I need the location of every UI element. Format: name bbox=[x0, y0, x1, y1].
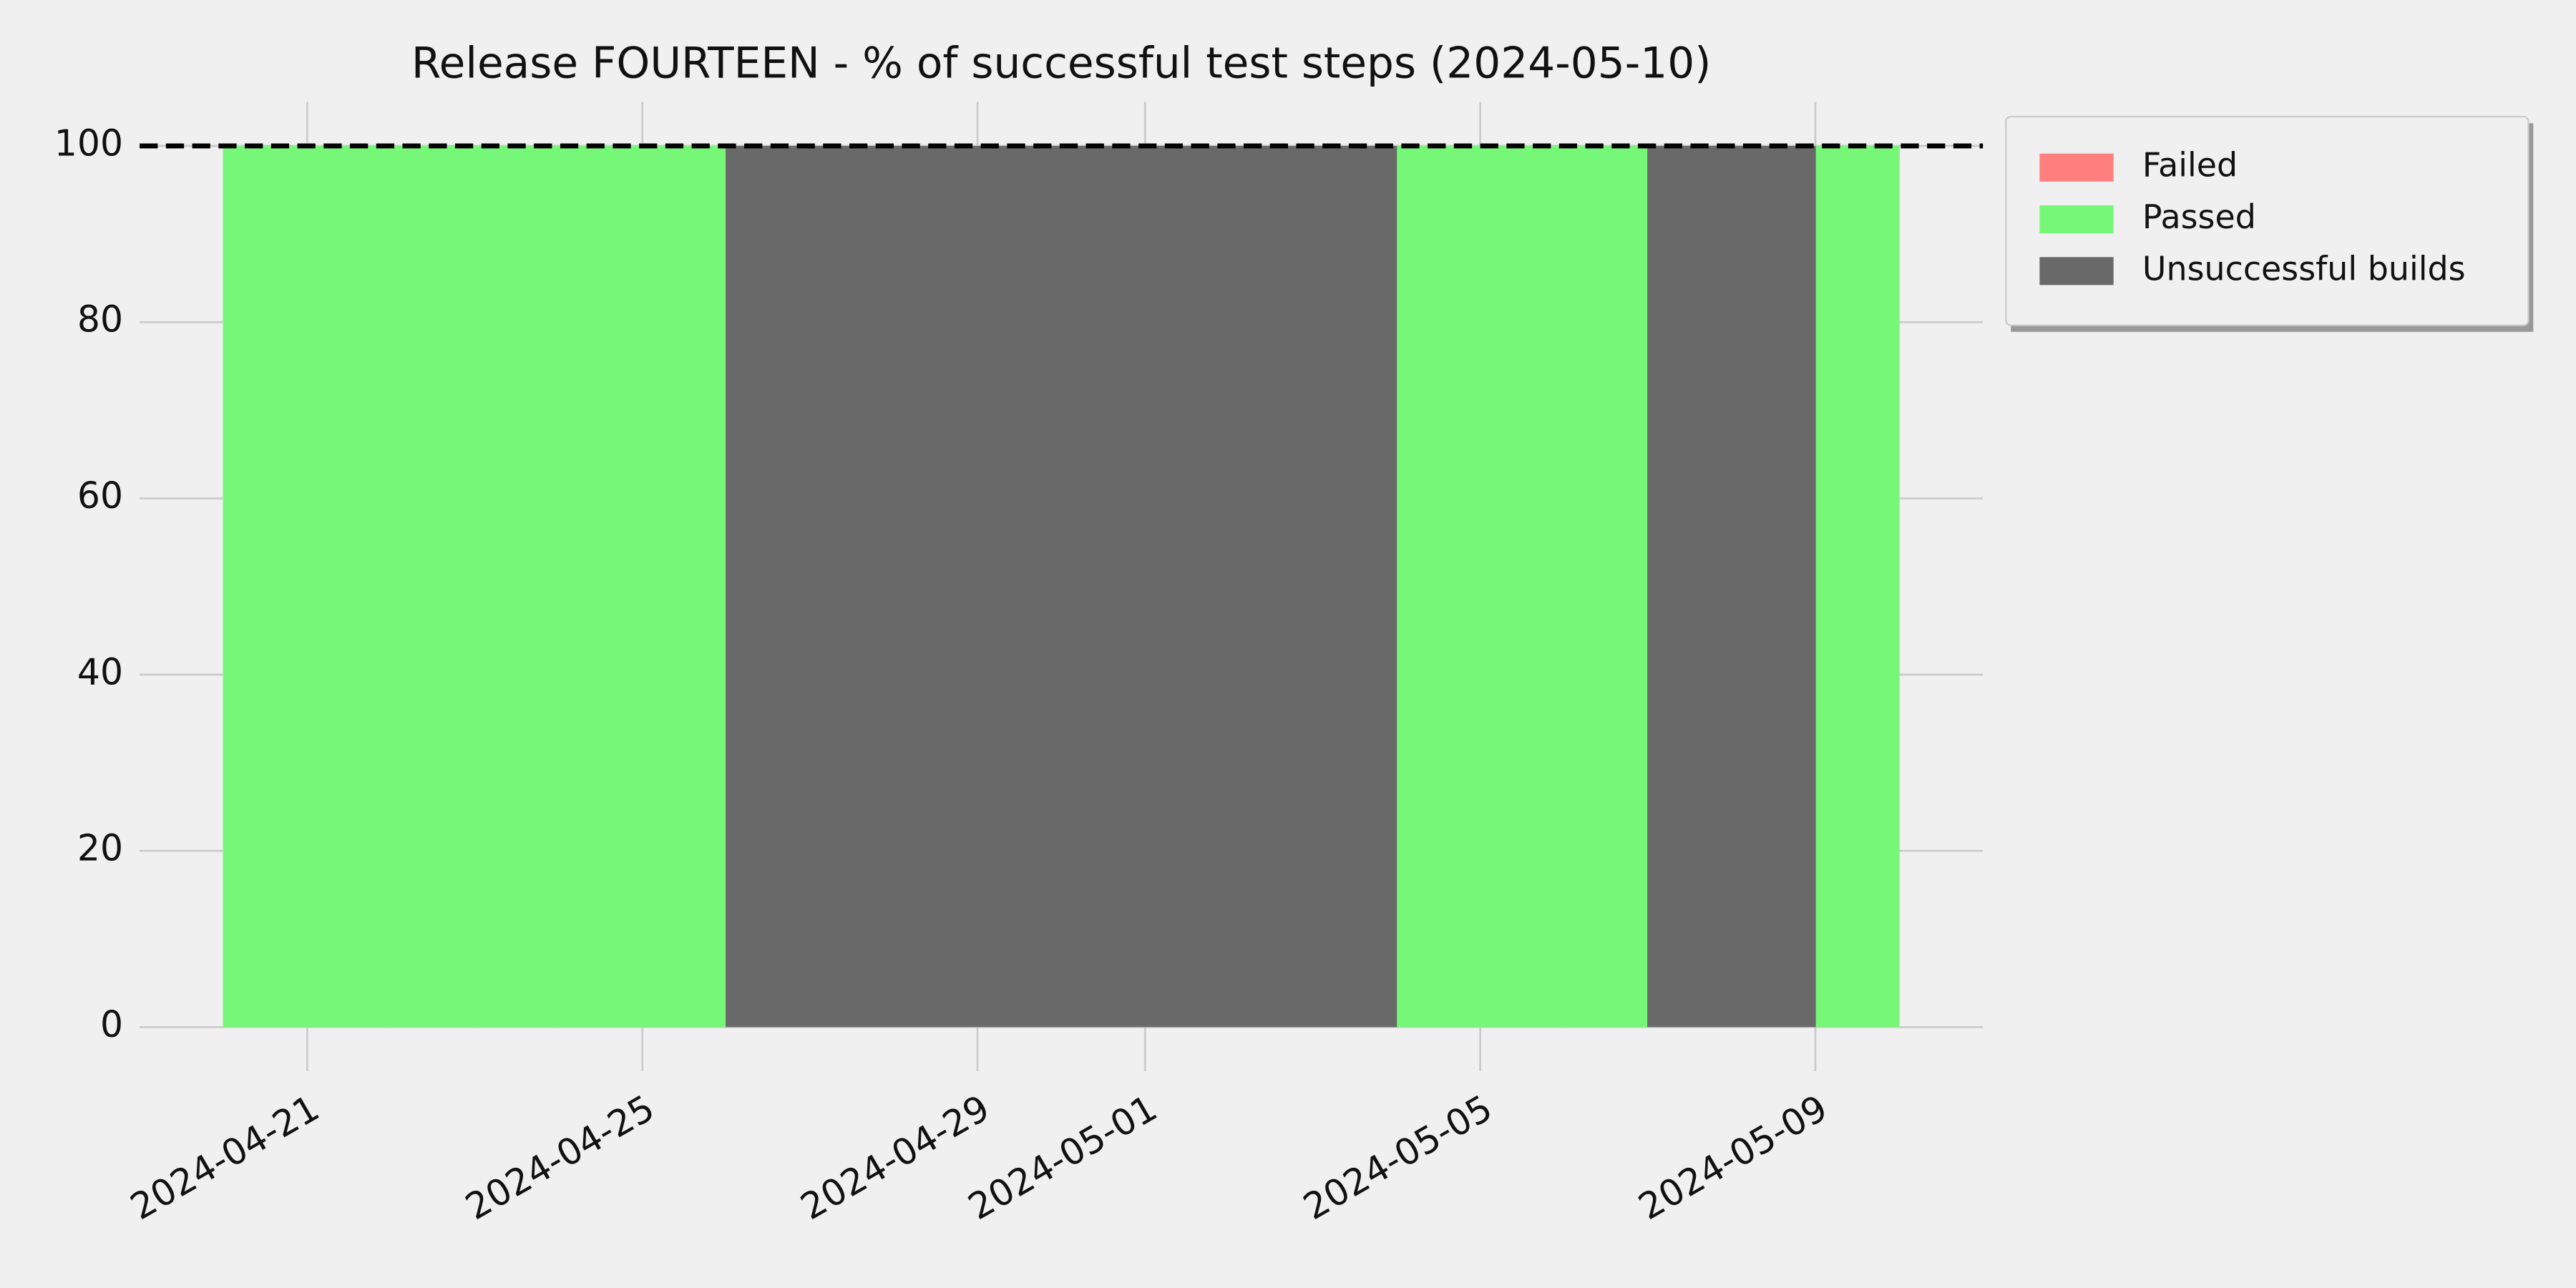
legend-label: Unsuccessful builds bbox=[2142, 249, 2466, 288]
bar-segment bbox=[809, 145, 894, 1028]
bar-segment bbox=[1144, 145, 1230, 1028]
legend-label: Failed bbox=[2142, 146, 2238, 185]
bar-segment bbox=[726, 145, 811, 1028]
bar-segment bbox=[1731, 145, 1816, 1028]
y-tick-label: 60 bbox=[77, 474, 123, 517]
legend-label: Passed bbox=[2142, 197, 2256, 236]
bar-segment bbox=[1647, 145, 1732, 1028]
legend bbox=[2005, 115, 2529, 326]
legend-swatch bbox=[2039, 257, 2114, 286]
bar-segment bbox=[977, 145, 1062, 1028]
legend-entries: Failed Passed Unsuccessful builds bbox=[2039, 146, 2466, 288]
bar-segment bbox=[557, 145, 643, 1028]
y-tick-label: 40 bbox=[77, 650, 123, 693]
bars bbox=[223, 145, 1900, 1028]
bar-segment bbox=[1395, 145, 1481, 1028]
y-tick-label: 20 bbox=[77, 827, 123, 869]
bar-segment bbox=[642, 145, 727, 1028]
bar-segment bbox=[1563, 145, 1649, 1028]
bar-segment bbox=[1312, 145, 1397, 1028]
bar-segment bbox=[1228, 145, 1314, 1028]
y-tick-label: 100 bbox=[54, 122, 123, 164]
bar-segment bbox=[390, 145, 476, 1028]
bar-segment bbox=[474, 145, 560, 1028]
legend-swatch bbox=[2039, 205, 2114, 234]
y-tick-label: 0 bbox=[100, 1003, 123, 1045]
bar-segment bbox=[1815, 145, 1900, 1028]
y-tick-label: 80 bbox=[77, 298, 123, 341]
bar-segment bbox=[893, 145, 978, 1028]
legend-swatch bbox=[2039, 153, 2114, 182]
bar-segment bbox=[306, 145, 392, 1028]
bar-segment bbox=[223, 145, 308, 1028]
chart-title: Release FOURTEEN - % of successful test … bbox=[411, 39, 1712, 88]
bar-segment bbox=[1479, 145, 1565, 1028]
bar-segment bbox=[1060, 145, 1146, 1028]
